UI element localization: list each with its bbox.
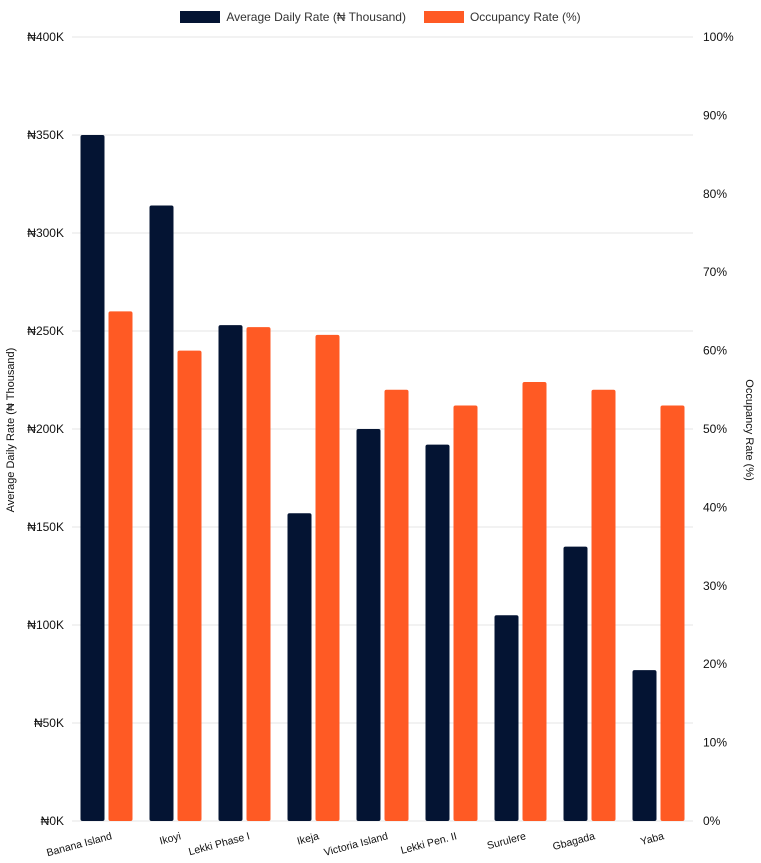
- left-tick-label: ₦200K: [27, 422, 64, 436]
- bar-occupancy[interactable]: [660, 405, 685, 821]
- bar-occupancy[interactable]: [591, 389, 616, 821]
- right-tick-label: 10%: [703, 736, 727, 750]
- left-axis-ticks: ₦0K ₦50K ₦100K ₦150K ₦200K ₦250K ₦300K ₦350K ₦40…: [27, 30, 64, 828]
- bar-adr[interactable]: [80, 135, 105, 821]
- right-tick-label: 80%: [703, 187, 727, 201]
- left-tick-label: ₦350K: [27, 128, 64, 142]
- bar-adr[interactable]: [425, 444, 450, 821]
- category-label: Lekki Phase I: [187, 830, 251, 858]
- legend-swatch-adr: [180, 11, 221, 23]
- right-tick-label: 50%: [703, 422, 727, 436]
- category-labels: Banana Island Ikoyi Lekki Phase I Ikeja Vict…: [45, 830, 665, 859]
- right-tick-label: 40%: [703, 500, 727, 514]
- legend-item-adr[interactable]: Average Daily Rate (₦ Thousand): [180, 10, 406, 24]
- bar-occupancy[interactable]: [177, 350, 202, 821]
- right-axis-ticks: 0% 10% 20% 30% 40% 50% 60% 70% 80% 90% 100%: [703, 30, 734, 828]
- right-tick-label: 60%: [703, 344, 727, 358]
- bar-occupancy[interactable]: [315, 334, 340, 821]
- left-tick-label: ₦50K: [34, 716, 64, 730]
- left-tick-label: ₦150K: [27, 520, 64, 534]
- bar-occupancy[interactable]: [246, 327, 271, 821]
- right-tick-label: 100%: [703, 30, 734, 44]
- legend-label-occupancy: Occupancy Rate (%): [469, 10, 581, 24]
- chart-legend: Average Daily Rate (₦ Thousand) Occupanc…: [0, 10, 761, 24]
- right-tick-label: 90%: [703, 108, 727, 122]
- bar-adr[interactable]: [563, 546, 588, 821]
- left-tick-label: ₦100K: [27, 618, 64, 632]
- right-tick-label: 0%: [703, 814, 721, 828]
- bar-adr[interactable]: [356, 429, 381, 821]
- category-label: Banana Island: [45, 830, 113, 859]
- legend-item-occupancy[interactable]: Occupancy Rate (%): [423, 10, 581, 24]
- legend-label-adr: Average Daily Rate (₦ Thousand): [226, 10, 406, 24]
- legend-swatch-occupancy: [423, 11, 464, 23]
- right-tick-label: 30%: [703, 579, 727, 593]
- left-tick-label: ₦250K: [27, 324, 64, 338]
- category-label: Yaba: [639, 830, 665, 848]
- left-tick-label: ₦300K: [27, 226, 64, 240]
- left-tick-label: ₦400K: [27, 30, 64, 44]
- bar-occupancy[interactable]: [384, 389, 409, 821]
- bar-occupancy[interactable]: [453, 405, 478, 821]
- right-tick-label: 20%: [703, 657, 727, 671]
- bar-adr[interactable]: [632, 670, 657, 821]
- category-label: Lekki Pen. II: [399, 830, 458, 857]
- bar-occupancy[interactable]: [108, 311, 133, 821]
- category-label: Gbagada: [551, 830, 596, 853]
- left-axis-title: Average Daily Rate (₦ Thousand): [5, 348, 17, 513]
- bar-adr[interactable]: [218, 325, 243, 821]
- grid-lines: [72, 36, 693, 822]
- bar-adr[interactable]: [494, 615, 519, 821]
- right-axis-title: Occupancy Rate (%): [743, 379, 755, 480]
- bar-occupancy[interactable]: [522, 381, 547, 821]
- category-label: Victoria Island: [323, 830, 390, 859]
- right-tick-label: 70%: [703, 265, 727, 279]
- bar-adr[interactable]: [287, 513, 312, 821]
- left-tick-label: ₦0K: [41, 814, 64, 828]
- category-label: Ikeja: [296, 830, 321, 847]
- category-label: Surulere: [486, 830, 528, 852]
- bars: [80, 135, 685, 821]
- bar-adr[interactable]: [149, 205, 174, 821]
- category-label: Ikoyi: [158, 830, 182, 847]
